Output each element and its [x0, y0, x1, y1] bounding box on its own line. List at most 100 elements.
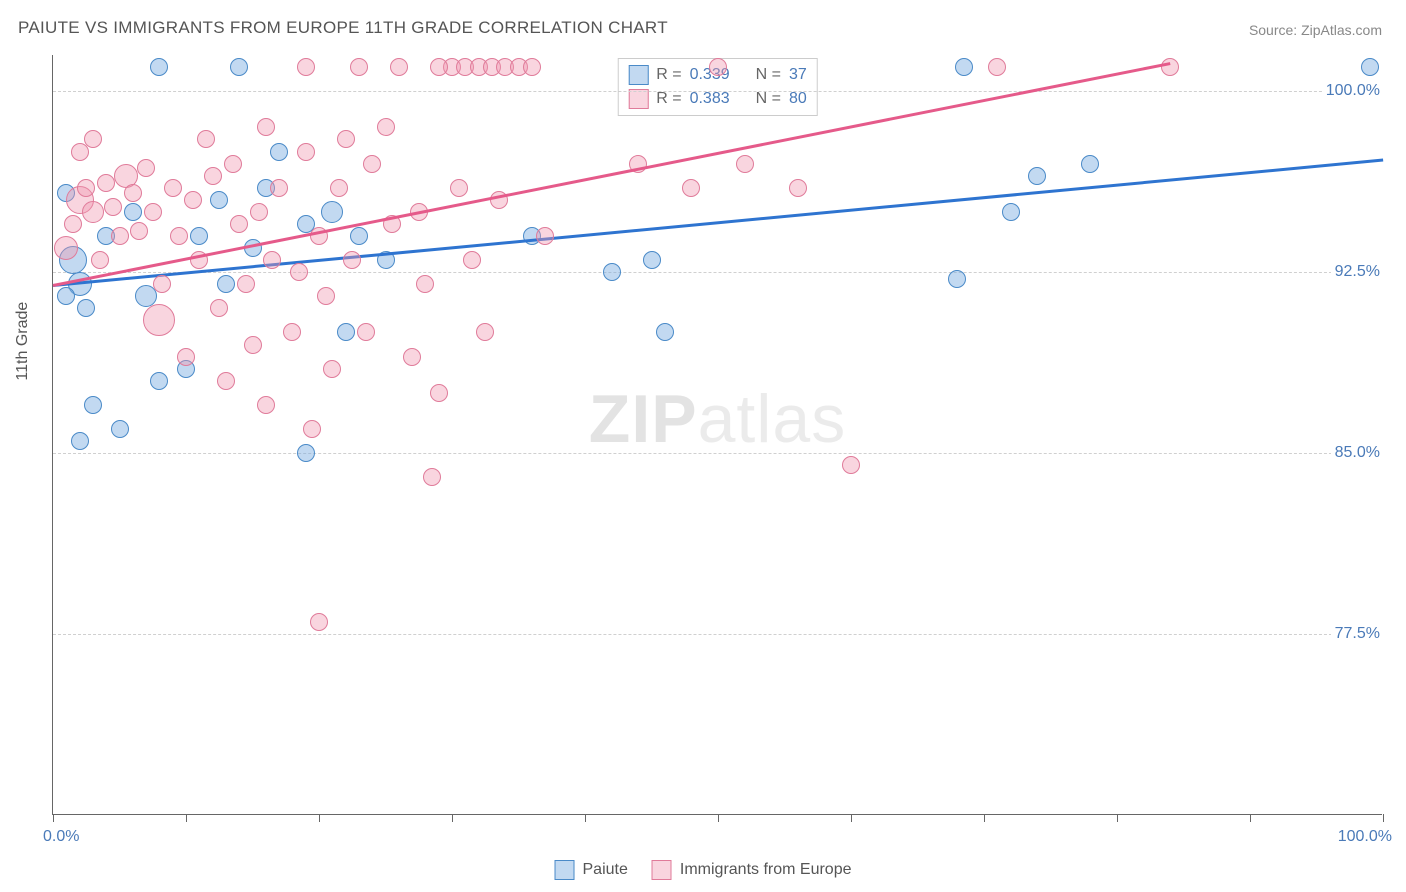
scatter-point	[536, 227, 554, 245]
x-axis-tick	[1117, 814, 1118, 822]
x-axis-tick	[585, 814, 586, 822]
scatter-point	[842, 456, 860, 474]
scatter-point	[104, 198, 122, 216]
scatter-point	[170, 227, 188, 245]
x-axis-tick	[186, 814, 187, 822]
scatter-point	[130, 222, 148, 240]
y-axis-tick-label: 100.0%	[1322, 82, 1384, 100]
scatter-point	[450, 179, 468, 197]
scatter-point	[210, 191, 228, 209]
scatter-point	[77, 299, 95, 317]
scatter-point	[330, 179, 348, 197]
scatter-point	[430, 58, 448, 76]
scatter-point	[297, 143, 315, 161]
scatter-point	[1002, 203, 1020, 221]
scatter-point	[297, 58, 315, 76]
scatter-point	[476, 323, 494, 341]
scatter-point	[656, 323, 674, 341]
x-axis-tick	[984, 814, 985, 822]
x-axis-tick	[53, 814, 54, 822]
scatter-point	[230, 58, 248, 76]
scatter-point	[77, 179, 95, 197]
scatter-point	[164, 179, 182, 197]
scatter-point	[153, 275, 171, 293]
scatter-point	[190, 227, 208, 245]
scatter-point	[350, 58, 368, 76]
scatter-point	[150, 372, 168, 390]
scatter-point	[343, 251, 361, 269]
scatter-point	[643, 251, 661, 269]
scatter-point	[210, 299, 228, 317]
scatter-point	[423, 468, 441, 486]
scatter-point	[337, 130, 355, 148]
scatter-point	[350, 227, 368, 245]
n-value: 37	[789, 66, 807, 84]
scatter-point	[91, 251, 109, 269]
legend-swatch	[628, 65, 648, 85]
x-axis-tick	[452, 814, 453, 822]
scatter-point	[948, 270, 966, 288]
scatter-point	[317, 287, 335, 305]
scatter-point	[250, 203, 268, 221]
scatter-point	[297, 444, 315, 462]
scatter-point	[137, 159, 155, 177]
scatter-point	[177, 348, 195, 366]
chart-title: PAIUTE VS IMMIGRANTS FROM EUROPE 11TH GR…	[18, 18, 668, 38]
scatter-point	[144, 203, 162, 221]
scatter-point	[1361, 58, 1379, 76]
r-label: R =	[656, 66, 681, 84]
trend-line	[53, 159, 1383, 287]
x-axis-min-label: 0.0%	[43, 828, 79, 846]
scatter-point	[57, 287, 75, 305]
scatter-point	[1028, 167, 1046, 185]
scatter-point	[150, 58, 168, 76]
scatter-point	[416, 275, 434, 293]
legend-item: Paiute	[555, 860, 628, 880]
legend-label: Immigrants from Europe	[680, 861, 852, 879]
scatter-point	[82, 201, 104, 223]
scatter-point	[603, 263, 621, 281]
scatter-point	[430, 384, 448, 402]
scatter-point	[244, 336, 262, 354]
scatter-point	[270, 143, 288, 161]
x-axis-tick	[1250, 814, 1251, 822]
scatter-point	[257, 396, 275, 414]
gridline	[53, 453, 1382, 454]
n-label: N =	[756, 90, 781, 108]
scatter-point	[463, 251, 481, 269]
n-value: 80	[789, 90, 807, 108]
scatter-point	[54, 236, 78, 260]
scatter-point	[363, 155, 381, 173]
x-axis-max-label: 100.0%	[1338, 828, 1392, 846]
scatter-point	[337, 323, 355, 341]
y-axis-tick-label: 85.0%	[1331, 444, 1384, 462]
scatter-point	[71, 432, 89, 450]
scatter-point	[321, 201, 343, 223]
watermark: ZIPatlas	[589, 380, 846, 458]
scatter-point	[84, 396, 102, 414]
scatter-point	[184, 191, 202, 209]
scatter-point	[523, 58, 541, 76]
scatter-point	[403, 348, 421, 366]
n-label: N =	[756, 66, 781, 84]
y-axis-title: 11th Grade	[14, 302, 32, 381]
scatter-point	[111, 227, 129, 245]
scatter-point	[263, 251, 281, 269]
scatter-point	[230, 215, 248, 233]
scatter-point	[323, 360, 341, 378]
y-axis-tick-label: 92.5%	[1331, 263, 1384, 281]
scatter-point	[84, 130, 102, 148]
gridline	[53, 91, 1382, 92]
scatter-point	[377, 118, 395, 136]
scatter-point	[217, 372, 235, 390]
scatter-point	[143, 304, 175, 336]
scatter-point	[64, 215, 82, 233]
x-axis-tick	[851, 814, 852, 822]
scatter-point	[303, 420, 321, 438]
r-value: 0.383	[690, 90, 730, 108]
scatter-point	[682, 179, 700, 197]
scatter-point	[290, 263, 308, 281]
scatter-point	[237, 275, 255, 293]
source-attribution: Source: ZipAtlas.com	[1249, 22, 1382, 38]
x-axis-tick	[718, 814, 719, 822]
